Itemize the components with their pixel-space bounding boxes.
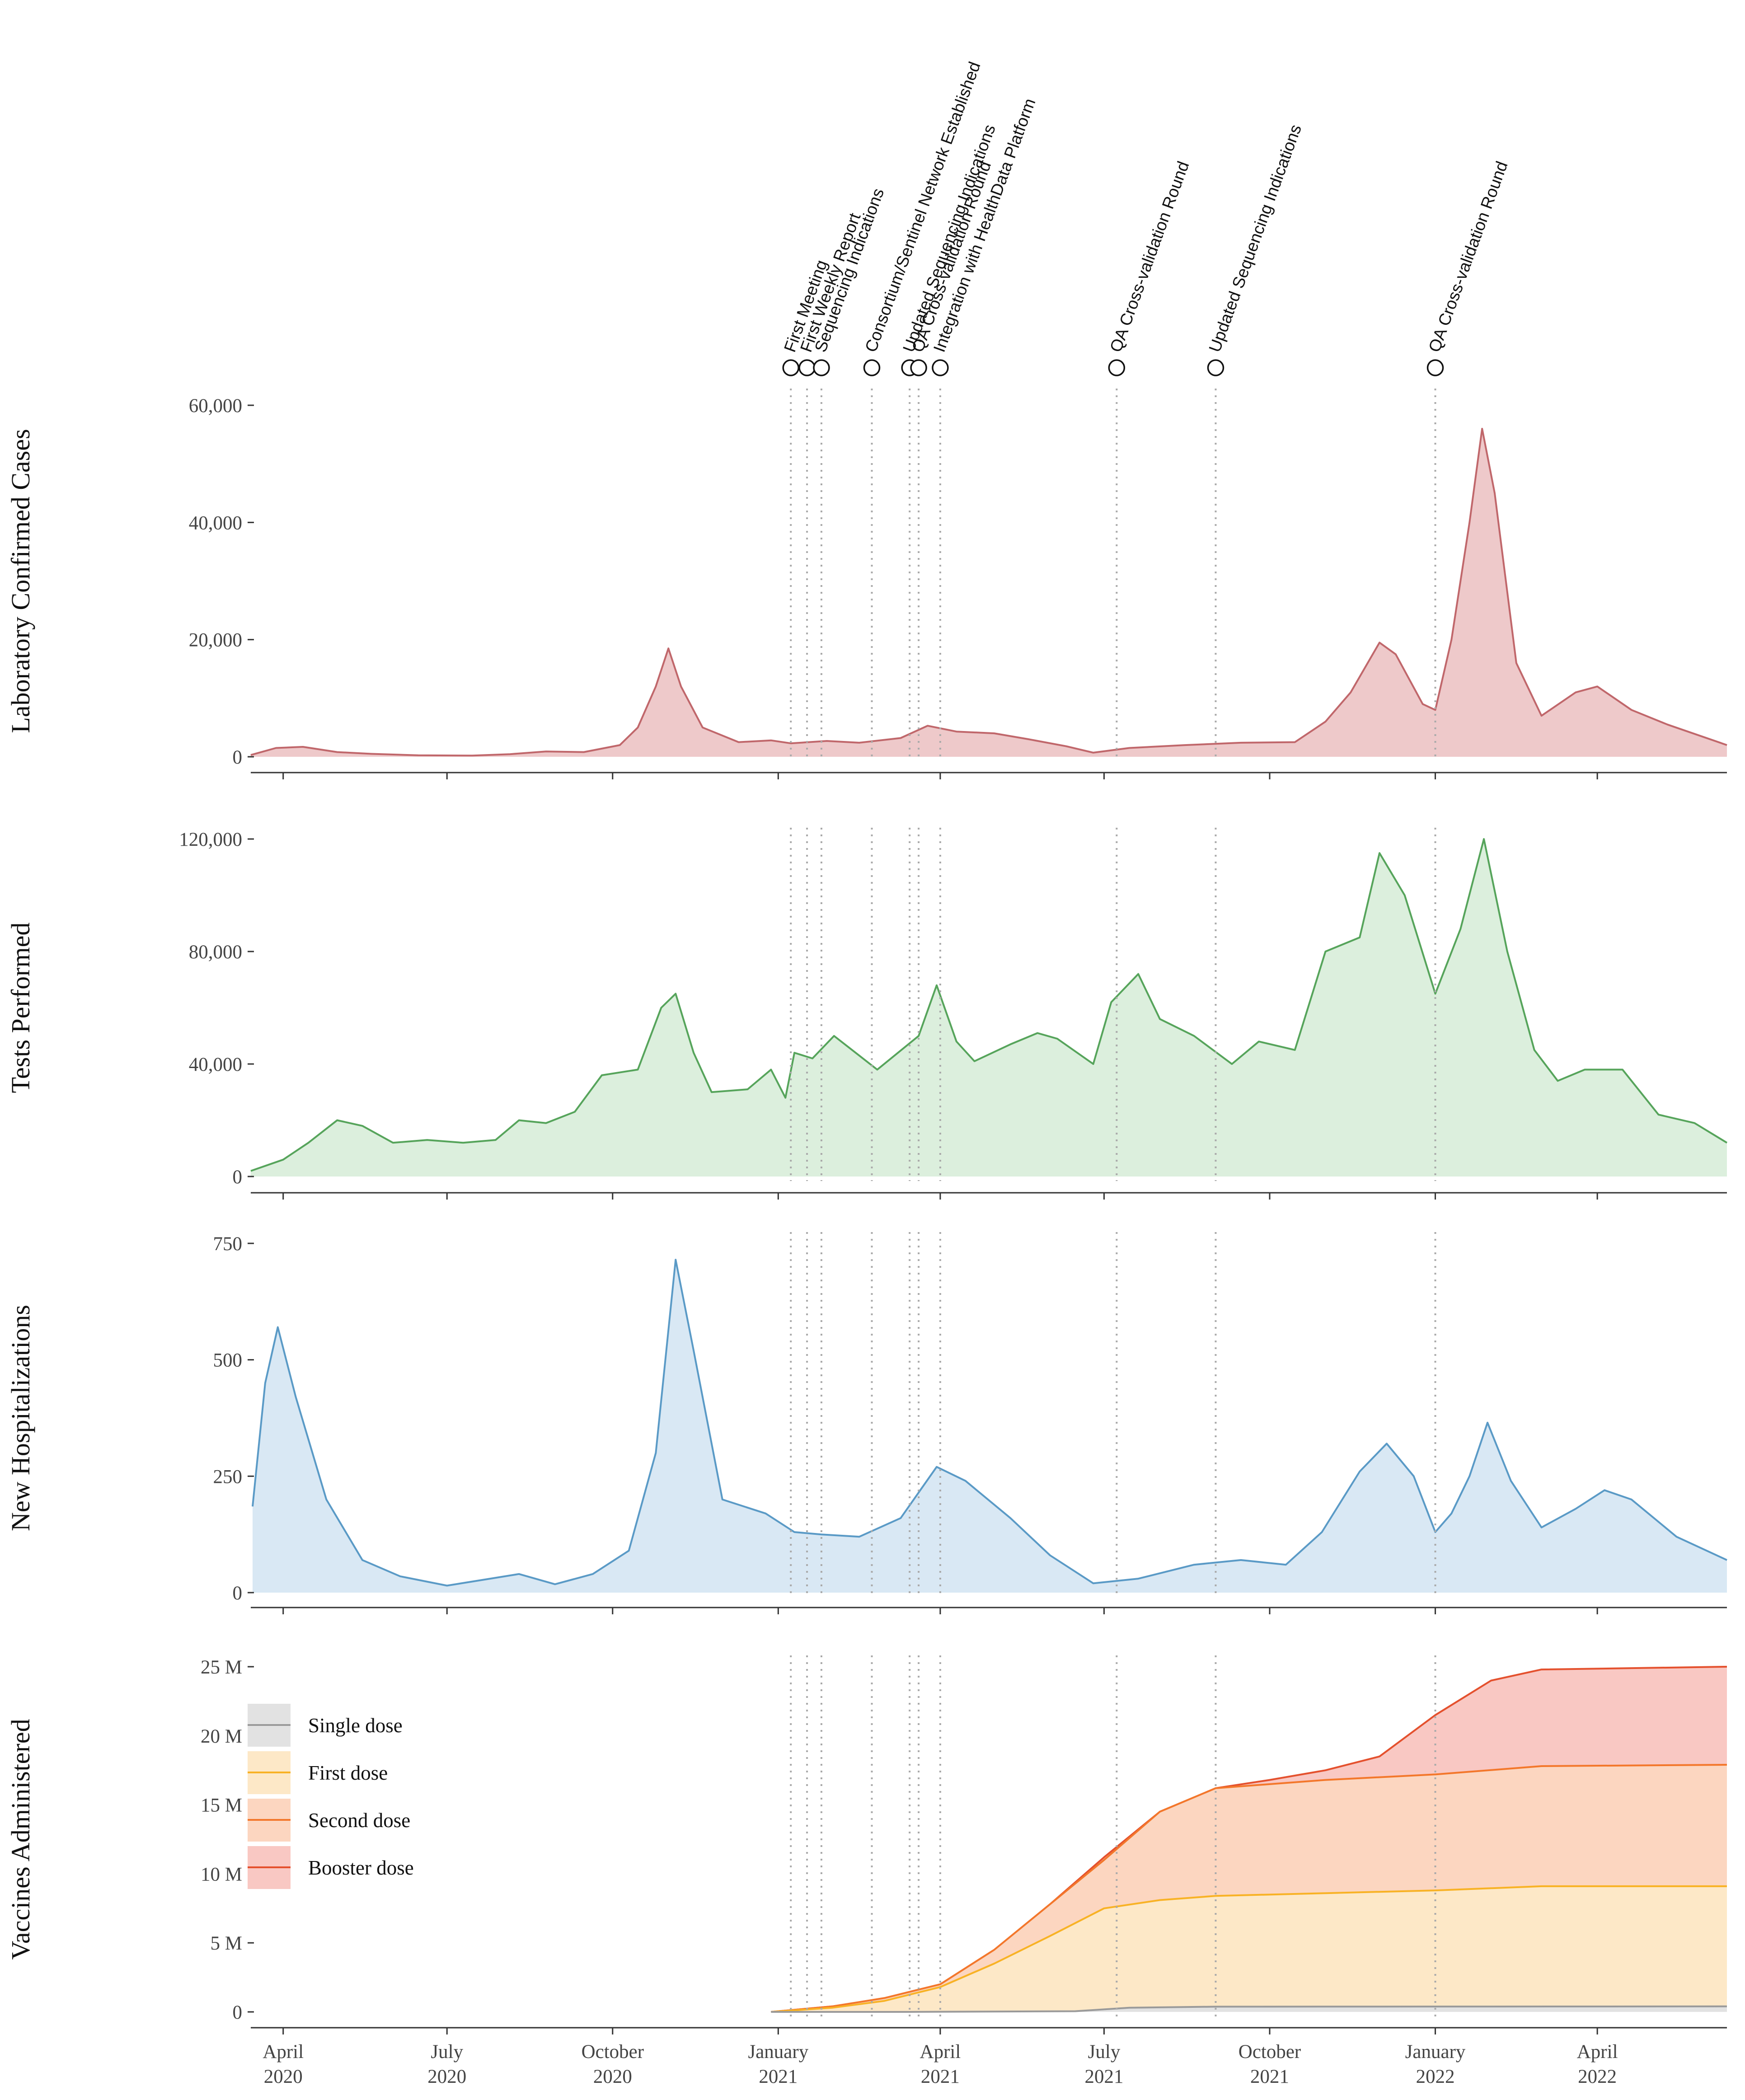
panel-vacc: 0 5 M 10 M 15 M 20 M 25 M Vaccines Administere… bbox=[6, 1655, 1727, 2034]
panel-cases: 0 20,000 40,000 60,000 Laboratory Confirmed … bbox=[6, 389, 1727, 779]
vacc-first-dose-line bbox=[771, 1885, 1727, 2013]
y-tick-label: 60,000 bbox=[189, 395, 242, 417]
legend-item: Booster dose bbox=[248, 1846, 414, 1889]
y-tick-label: 120,000 bbox=[179, 829, 242, 850]
y-axis-title: New Hospitalizations bbox=[6, 1305, 35, 1531]
x-tick-label-year: 2021 bbox=[921, 2066, 960, 2087]
tests-area bbox=[251, 839, 1727, 1177]
event-marker bbox=[798, 359, 816, 376]
vacc-first-dose-area bbox=[771, 1886, 1727, 2012]
x-tick-label-month: January bbox=[1405, 2041, 1466, 2062]
legend-item: Second dose bbox=[248, 1799, 410, 1842]
panels: 0 20,000 40,000 60,000 Laboratory Confirmed … bbox=[6, 389, 1728, 2034]
y-axis-title: Vaccines Administered bbox=[6, 1719, 35, 1959]
x-tick-label-year: 2020 bbox=[427, 2066, 466, 2087]
y-tick-label: 750 bbox=[213, 1233, 243, 1255]
vacc-single-dose-line bbox=[771, 2005, 1727, 2013]
x-tick-label-month: October bbox=[1238, 2041, 1301, 2062]
x-tick-label-month: October bbox=[582, 2041, 644, 2062]
event-label: QA Cross-validation Round bbox=[1425, 159, 1511, 354]
event-marker bbox=[1426, 359, 1444, 376]
y-axis-title: Laboratory Confirmed Cases bbox=[6, 429, 35, 733]
tests-line bbox=[250, 838, 1728, 1172]
y-tick-label: 0 bbox=[233, 1167, 243, 1188]
y-axis-title: Tests Performed bbox=[6, 923, 35, 1093]
y-tick-label: 40,000 bbox=[189, 1054, 242, 1075]
y-tick-label: 0 bbox=[233, 2002, 243, 2023]
x-tick-label-year: 2021 bbox=[1250, 2066, 1289, 2087]
event-label: Updated Sequencing Indications bbox=[1205, 122, 1305, 355]
y-tick-label: 5 M bbox=[211, 1933, 242, 1954]
vacc-single-dose-area bbox=[771, 2006, 1727, 2012]
event-marker bbox=[813, 359, 830, 376]
x-tick-label-year: 2020 bbox=[264, 2066, 303, 2087]
hosp-line bbox=[252, 1259, 1727, 1587]
legend-label: Second dose bbox=[308, 1809, 410, 1832]
y-tick-label: 20,000 bbox=[189, 630, 242, 651]
legend-label: Booster dose bbox=[308, 1856, 414, 1879]
x-tick-label-month: January bbox=[748, 2041, 808, 2062]
x-tick-label-month: April bbox=[1577, 2041, 1618, 2062]
vaccine-legend: Single dose First dose Second dose Booster … bbox=[248, 1704, 414, 1889]
y-tick-label: 15 M bbox=[201, 1795, 242, 1816]
x-tick-label-year: 2022 bbox=[1578, 2066, 1617, 2087]
cases-line bbox=[250, 427, 1727, 757]
y-tick-label: 250 bbox=[213, 1466, 243, 1487]
event-marker bbox=[910, 359, 927, 376]
y-tick-label: 40,000 bbox=[189, 512, 242, 534]
y-tick-label: 0 bbox=[233, 1583, 243, 1604]
x-tick-label-month: July bbox=[431, 2041, 463, 2062]
x-tick-label-month: April bbox=[920, 2041, 961, 2062]
x-tick-label-year: 2022 bbox=[1416, 2066, 1455, 2087]
panel-tests: 0 40,000 80,000 120,000 Tests Performed bbox=[6, 828, 1728, 1200]
vacc-second-dose-line bbox=[771, 1764, 1727, 2013]
panel-hosp: 0 250 500 750 New Hospitalizations bbox=[6, 1232, 1727, 1614]
event-label: QA Cross-validation Round bbox=[1106, 159, 1192, 354]
y-tick-label: 500 bbox=[213, 1350, 243, 1371]
y-tick-label: 80,000 bbox=[189, 942, 242, 963]
x-tick-label-month: July bbox=[1088, 2041, 1121, 2062]
x-tick-label-year: 2020 bbox=[593, 2066, 632, 2087]
event-marker bbox=[1207, 359, 1224, 376]
y-tick-label: 25 M bbox=[201, 1657, 242, 1678]
legend-label: Single dose bbox=[308, 1714, 403, 1737]
event-marker bbox=[782, 359, 799, 376]
event-marker bbox=[932, 359, 949, 376]
legend-item: First dose bbox=[248, 1751, 388, 1794]
cases-area bbox=[251, 428, 1727, 757]
x-tick-label-year: 2021 bbox=[759, 2066, 797, 2087]
y-tick-label: 20 M bbox=[201, 1726, 242, 1747]
x-tick-label-year: 2021 bbox=[1084, 2066, 1123, 2087]
y-tick-label: 10 M bbox=[201, 1864, 242, 1885]
x-axis: April 2020 July 2020 October 2020 January 2021 A… bbox=[263, 2041, 1618, 2087]
event-marker bbox=[1108, 359, 1126, 376]
legend-item: Single dose bbox=[248, 1704, 403, 1747]
event-marker bbox=[863, 359, 881, 376]
legend-label: First dose bbox=[308, 1762, 388, 1784]
hosp-area bbox=[253, 1260, 1727, 1593]
y-tick-label: 0 bbox=[233, 747, 243, 768]
x-tick-label-month: April bbox=[263, 2041, 304, 2062]
